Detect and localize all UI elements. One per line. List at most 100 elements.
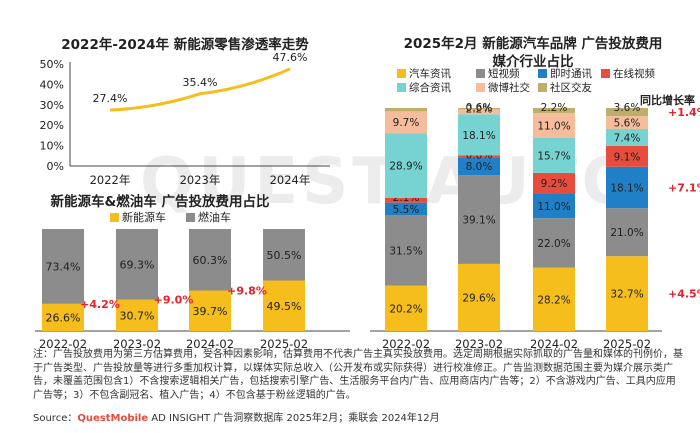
media-legend-label: 短视频 (488, 67, 520, 80)
line-y-tick-label: 40% (40, 78, 64, 91)
media-growth-label: +7.1% (668, 181, 700, 194)
share-label-fuel: 73.4% (46, 260, 81, 273)
media-segment-label: 5.6% (614, 118, 641, 130)
media-legend-swatch (538, 69, 547, 78)
legend-label-fuel: 燃油车 (198, 210, 231, 224)
share-x-tick-label: 2025-02 (260, 337, 308, 351)
media-segment-label: 5.5% (393, 204, 420, 216)
share-bar-nev (189, 290, 231, 331)
growth-rate-header: 同比增长率 (640, 93, 695, 107)
media-segment-label: 11.0% (537, 120, 570, 132)
media-segment-label: 9.1% (614, 151, 641, 163)
media-segment-label: 8.0% (466, 161, 493, 173)
media-bar-segment (606, 108, 648, 117)
media-bar-segment (385, 111, 427, 134)
line-y-tick-label: 50% (40, 58, 64, 71)
share-growth-label: +4.2% (80, 298, 120, 311)
media-legend-swatch (397, 83, 406, 92)
media-bar-segment (533, 112, 575, 138)
media-x-tick-label: 2023-02 (455, 337, 503, 351)
media-bar-segment (458, 157, 500, 176)
line-x-tick-label: 2024年 (270, 173, 311, 187)
media-bar-segment (385, 133, 427, 198)
source-text: AD INSIGHT 广告洞察数据库 2025年2月；乘联会 2024年12月 (148, 413, 440, 424)
share-label-fuel: 69.3% (120, 258, 155, 271)
media-bar-segment (533, 193, 575, 219)
media-segment-label: 29.6% (462, 292, 495, 304)
media-legend-label: 综合资讯 (409, 81, 451, 94)
media-bar-segment (533, 267, 575, 331)
line-data-label: 35.4% (183, 76, 218, 89)
share-bar-nev (263, 280, 305, 331)
media-bar-segment (533, 218, 575, 268)
media-bar-segment (385, 285, 427, 331)
media-segment-label: 28.9% (389, 161, 422, 173)
media-segment-label: 2.2% (541, 102, 568, 114)
media-legend-swatch (538, 83, 547, 92)
media-bar-segment (385, 202, 427, 216)
media-bar-segment (458, 263, 500, 331)
penetration-line (109, 67, 291, 112)
media-bar-segment (606, 145, 648, 167)
media-segment-label: 28.2% (537, 294, 570, 306)
media-x-tick-label: 2022-02 (382, 337, 430, 351)
share-x-tick-label: 2022-02 (39, 337, 87, 351)
media-segment-label: 3.6% (614, 102, 641, 114)
media-bar-segment (458, 175, 500, 264)
media-bar-segment (606, 208, 648, 257)
media-segment-label: 9.2% (541, 178, 568, 190)
line-y-tick-label: 30% (40, 99, 64, 112)
media-segment-label: 20.2% (389, 303, 422, 315)
media-segment-label: 32.7% (610, 289, 643, 301)
source-line: Source：QuestMobile AD INSIGHT 广告洞察数据库 20… (33, 409, 440, 424)
media-segment-label: 22.0% (537, 238, 570, 250)
media-segment-label: 31.5% (389, 245, 422, 257)
line-y-tick-label: 10% (40, 140, 64, 153)
media-growth-label: +4.5% (668, 288, 700, 301)
media-bar-segment (458, 155, 500, 158)
share-growth-label: +9.0% (154, 294, 194, 307)
media-segment-label: 18.1% (462, 130, 495, 142)
media-legend-swatch (476, 83, 485, 92)
media-segment-label: 9.7% (393, 117, 420, 129)
legend-swatch-nev (110, 213, 119, 222)
share-label-fuel: 60.3% (193, 254, 228, 267)
media-x-tick-label: 2025-02 (603, 337, 651, 351)
media-segment-label: 0.6% (466, 102, 493, 114)
line-data-label: 47.6% (273, 51, 308, 64)
media-growth-label: +1.4% (668, 106, 700, 119)
media-segment-label: 18.1% (610, 182, 643, 194)
media-legend-swatch (476, 69, 485, 78)
share-bar-fuel (189, 229, 231, 291)
media-legend-label: 微博社交 (488, 81, 530, 94)
line-chart-title: 2022年-2024年 新能源零售渗透率走势 (61, 36, 309, 53)
legend-swatch-fuel (186, 213, 195, 222)
media-bar-segment (458, 109, 500, 115)
share-x-tick-label: 2024-02 (186, 337, 234, 351)
media-bar-segment (458, 108, 500, 110)
media-segment-label: 15.7% (537, 150, 570, 162)
media-bar-segment (606, 256, 648, 331)
line-data-label: 27.4% (93, 92, 128, 105)
source-brand: QuestMobile (77, 413, 149, 424)
share-growth-label: +9.8% (227, 285, 267, 298)
media-bar-segment (533, 108, 575, 113)
share-chart-title: 新能源车&燃油车 广告投放费用占比 (51, 193, 270, 210)
share-label-nev: 26.6% (46, 311, 81, 324)
share-label-nev: 30.7% (120, 309, 155, 322)
media-bar-segment (533, 172, 575, 194)
media-segment-label: 21.0% (610, 227, 643, 239)
media-legend-swatch (397, 69, 406, 78)
line-x-tick-label: 2023年 (180, 173, 221, 187)
media-segment-label: 7.4% (614, 133, 641, 145)
media-chart-title-line1: 2025年2月 新能源汽车品牌 广告投放费用 (404, 35, 663, 52)
share-label-nev: 39.7% (193, 305, 228, 318)
media-bar-segment (606, 129, 648, 146)
source-prefix: Source： (33, 413, 78, 424)
media-bar-segment (385, 215, 427, 286)
share-bar-nev (42, 303, 84, 331)
share-label-fuel: 50.5% (267, 249, 302, 262)
share-bar-nev (116, 299, 158, 331)
media-legend-label: 即时通讯 (550, 67, 592, 80)
